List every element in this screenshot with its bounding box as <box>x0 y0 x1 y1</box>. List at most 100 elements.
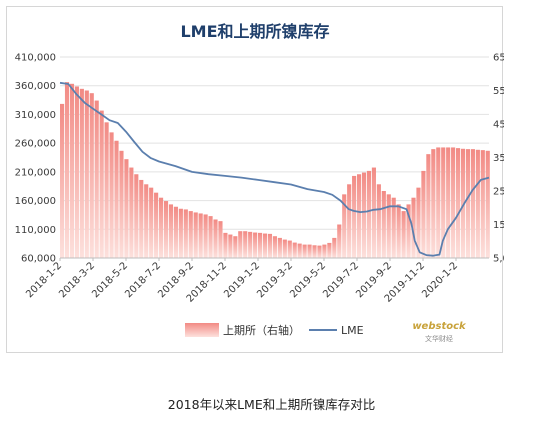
chart-svg: LME和上期所镍库存 60,000 110,000 160,000 210,000 26… <box>15 22 504 343</box>
shfe-bar <box>327 242 332 258</box>
shfe-bar <box>431 149 436 258</box>
shfe-bar <box>322 244 327 258</box>
y-right-tick-label: 45,000 <box>493 120 504 131</box>
shfe-bar <box>485 150 490 258</box>
shfe-bar <box>366 170 372 258</box>
shfe-bar <box>213 219 218 258</box>
shfe-bar <box>228 234 233 258</box>
shfe-bar <box>193 212 198 258</box>
lme-series-line <box>59 81 490 257</box>
shfe-bar <box>347 184 352 258</box>
shfe-bar <box>183 209 188 258</box>
lme-line <box>59 81 490 257</box>
shfe-bar <box>124 159 129 258</box>
shfe-bar <box>149 187 154 258</box>
shfe-bar <box>381 191 386 258</box>
shfe-bar <box>272 236 277 258</box>
shfe-bar <box>114 140 119 258</box>
watermark-logo: webstock 文华财经 <box>412 321 467 343</box>
shfe-bar <box>163 201 169 258</box>
shfe-bar <box>416 187 421 258</box>
y-right-tick-label: 5,000 <box>493 254 504 265</box>
shfe-bar <box>159 197 164 258</box>
shfe-bar <box>203 214 208 258</box>
shfe-bar <box>332 237 337 258</box>
y-left-tick-label: 410,000 <box>15 53 56 64</box>
y-right-tick-label: 65,000 <box>493 53 504 64</box>
shfe-bar <box>297 243 302 258</box>
shfe-bar <box>451 147 456 258</box>
shfe-series-bars <box>60 82 490 259</box>
shfe-bar <box>109 132 114 258</box>
shfe-bar <box>64 82 70 258</box>
y-left-tick-label: 360,000 <box>15 81 56 92</box>
shfe-bar <box>60 103 65 259</box>
shfe-bar <box>337 224 342 258</box>
legend-swatch-shfe <box>185 323 219 337</box>
shfe-bar <box>277 237 282 258</box>
y-left-tick-label: 310,000 <box>15 110 56 121</box>
shfe-bar <box>267 233 273 258</box>
y-right-tick-label: 55,000 <box>493 86 504 97</box>
shfe-bar <box>465 149 471 258</box>
shfe-bar <box>99 110 104 258</box>
shfe-bar <box>307 244 312 258</box>
shfe-bar <box>243 231 248 258</box>
shfe-bar <box>74 86 79 258</box>
shfe-bar <box>446 147 451 258</box>
shfe-bar <box>84 90 89 258</box>
shfe-bar <box>208 216 213 258</box>
shfe-bar <box>178 208 183 258</box>
shfe-bar <box>342 194 347 258</box>
shfe-bar <box>233 236 238 258</box>
shfe-bar <box>173 206 178 258</box>
shfe-bar <box>258 232 263 258</box>
shfe-bar <box>188 211 193 258</box>
shfe-bar <box>361 172 367 258</box>
shfe-bar <box>456 148 461 258</box>
shfe-bar <box>218 221 223 258</box>
shfe-bar <box>129 167 134 258</box>
shfe-bar <box>441 147 446 258</box>
y-right-tick-label: 15,000 <box>493 220 504 231</box>
chart-figure: LME和上期所镍库存 60,000 110,000 160,000 210,000 26… <box>6 6 504 353</box>
y-right-tick-label: 35,000 <box>493 153 504 164</box>
shfe-bar <box>312 245 317 258</box>
shfe-bar <box>69 83 75 258</box>
shfe-bar <box>94 100 99 258</box>
shfe-bar <box>89 93 94 259</box>
shfe-bar <box>302 244 307 258</box>
y-left-tick-label: 210,000 <box>15 167 56 178</box>
shfe-bar <box>119 150 124 258</box>
shfe-bar <box>386 194 391 258</box>
shfe-bar <box>223 232 228 258</box>
shfe-bar <box>352 175 357 258</box>
shfe-bar <box>262 233 268 258</box>
shfe-bar <box>144 184 149 258</box>
shfe-bar <box>396 204 401 258</box>
shfe-bar <box>357 174 362 258</box>
shfe-bar <box>421 170 426 258</box>
y-left-tick-label: 60,000 <box>21 254 56 265</box>
chart-title: LME和上期所镍库存 <box>180 22 329 41</box>
shfe-bar <box>411 197 416 258</box>
shfe-bar <box>470 149 475 258</box>
shfe-bar <box>426 154 431 258</box>
shfe-bar <box>376 184 381 258</box>
shfe-bar <box>287 240 292 258</box>
shfe-bar <box>154 192 159 258</box>
watermark-brand-text: webstock <box>412 321 467 332</box>
shfe-bar <box>480 150 485 258</box>
shfe-bar <box>406 204 411 258</box>
shfe-bar <box>168 204 174 258</box>
legend-label-lme: LME <box>341 324 364 337</box>
shfe-bar <box>253 232 258 258</box>
x-tick-label: 2020-1-2 <box>420 260 460 300</box>
shfe-bar <box>292 242 297 258</box>
shfe-bar <box>401 211 406 258</box>
y-left-tick-label: 110,000 <box>15 225 56 236</box>
shfe-bar <box>139 179 144 258</box>
shfe-bar <box>436 147 441 258</box>
shfe-bar <box>238 231 243 258</box>
y-left-tick-label: 260,000 <box>15 139 56 150</box>
